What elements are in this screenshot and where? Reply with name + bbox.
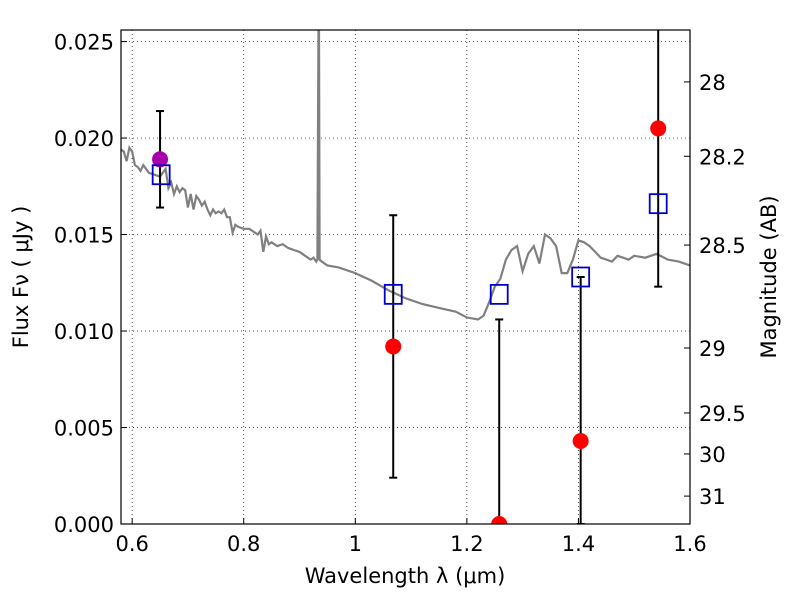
right-tick-label: 29 [699,337,726,361]
observed-point [650,120,667,137]
x-tick-label: 1 [349,532,362,556]
right-tick-label: 31 [699,485,726,509]
right-axis-ticks: 28 28.2 28.5 29 29.5 30 31 [684,71,746,509]
y-tick-label: 0.005 [54,417,114,441]
x-axis-ticks: 0.6 0.8 1 1.2 1.4 1.6 [115,518,707,556]
observed-points [152,120,667,524]
synthetic-point [383,283,403,305]
plot-frame [120,29,691,525]
right-tick-label: 28.2 [699,145,746,169]
synthetic-point [648,193,668,215]
right-tick-label: 30 [699,443,726,467]
y-tick-label: 0.020 [54,127,114,151]
right-tick-label: 28 [699,71,726,95]
observed-point [152,151,169,168]
synthetic-point [489,283,509,305]
y-tick-label: 0.010 [54,320,114,344]
x-tick-label: 1.4 [562,532,595,556]
y-axis-label-right: Magnitude (AB) [757,195,781,358]
x-tick-label: 1.2 [450,532,483,556]
grid-lines [121,30,691,525]
synthetic-point [151,164,171,186]
x-axis-label: Wavelength λ (μm) [305,564,506,588]
model-spectrum-line [121,30,690,321]
observed-point [491,516,508,524]
x-tick-label: 0.8 [227,532,260,556]
y-tick-label: 0.025 [54,31,114,55]
y-tick-label: 0.000 [54,513,114,537]
right-tick-label: 28.5 [699,234,746,258]
synthetic-point [571,266,591,288]
y-axis-label-left: Flux Fν ( μJy ) [9,206,33,349]
y-axis-ticks: 0.000 0.005 0.010 0.015 0.020 0.025 [54,31,127,537]
observed-point [385,338,402,355]
x-tick-label: 1.6 [673,532,706,556]
synthetic-points [151,164,668,305]
right-tick-label: 29.5 [699,402,746,426]
x-tick-label: 0.6 [115,532,148,556]
observed-point [572,433,589,450]
y-tick-label: 0.015 [54,224,114,248]
